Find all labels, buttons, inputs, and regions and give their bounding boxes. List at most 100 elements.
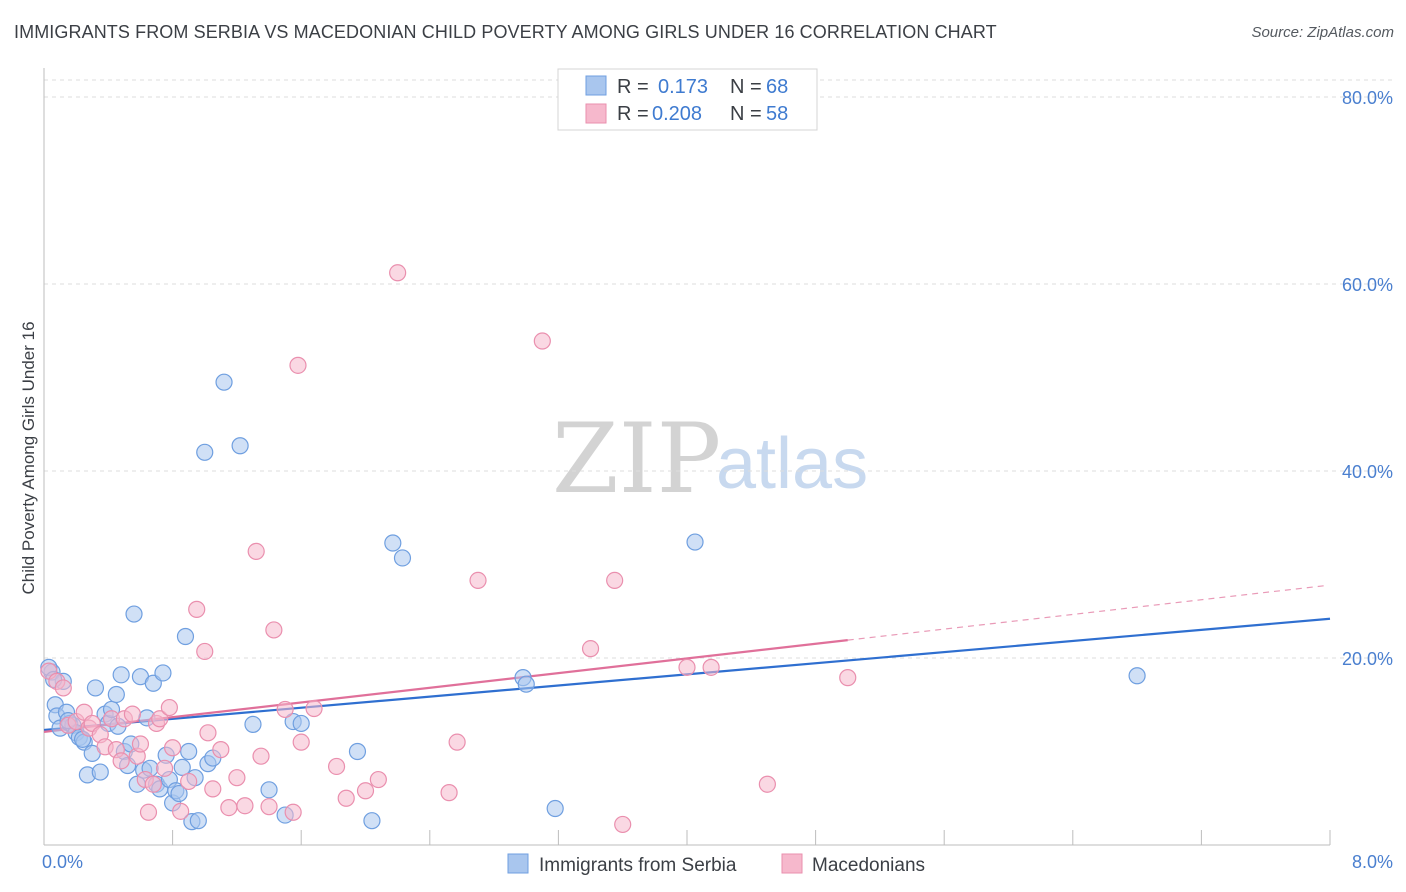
data-point-macedonians [180,772,198,791]
data-point-macedonians [155,759,174,777]
data-point-serbia [170,784,188,803]
trend-line-macedonians [43,639,848,733]
data-point-serbia [196,443,214,461]
data-point-macedonians [469,571,487,589]
bottom-legend-swatch-serbia [507,853,529,874]
y-tick-label: 40.0% [1342,462,1393,482]
axes [43,68,1331,846]
data-point-macedonians [144,775,162,793]
bottom-legend-serbia: Immigrants from Serbia [539,855,737,876]
chart-title: IMMIGRANTS FROM SERBIA VS MACEDONIAN CHI… [14,22,997,42]
data-point-macedonians [172,802,190,820]
data-point-macedonians [236,797,254,815]
data-point-serbia [348,742,367,761]
data-point-serbia [546,799,564,818]
y-tick-label: 20.0% [1342,649,1393,669]
bottom-legend-swatch-macedonians [781,853,803,874]
data-point-serbia [244,715,262,733]
legend-swatch-serbia [585,75,607,96]
data-point-serbia [86,679,105,697]
data-point-serbia [112,666,130,684]
data-point-serbia [173,758,191,776]
data-point-macedonians [112,752,130,770]
y-axis-label: Child Poverty Among Girls Under 16 [19,321,38,594]
bottom-legend: Immigrants from Serbia Macedonians [507,853,925,876]
legend-n-label: N = [730,103,762,125]
data-point-macedonians [54,679,72,697]
data-point-macedonians [614,815,632,834]
data-point-macedonians [252,747,270,765]
data-point-macedonians [284,803,302,821]
legend-n-value: 68 [766,76,788,98]
data-point-macedonians [228,769,246,787]
legend-r-label: R = [617,103,649,125]
data-point-macedonians [123,705,142,723]
data-point-macedonians [369,770,387,789]
data-point-macedonians [305,699,323,718]
y-tick-label: 60.0% [1342,275,1393,295]
data-point-serbia [176,627,195,646]
data-point-macedonians [327,757,346,776]
legend-r-value: 0.173 [658,76,708,98]
source-label: Source: ZipAtlas.com [1251,24,1394,41]
data-point-macedonians [389,264,407,282]
trend-line-extension-macedonians [847,584,1327,641]
data-point-macedonians [337,789,355,807]
data-point-macedonians [131,735,150,753]
data-point-macedonians [289,356,307,374]
data-point-macedonians [292,733,310,751]
data-point-macedonians [356,782,375,800]
data-point-macedonians [151,710,169,728]
data-point-serbia [1128,667,1146,685]
data-point-serbia [292,714,310,733]
legend-n-value: 58 [766,103,788,125]
data-point-macedonians [265,621,283,639]
data-point-serbia [517,675,535,693]
data-point-macedonians [606,571,624,589]
data-point-macedonians [533,332,551,350]
data-point-macedonians [440,784,458,802]
y-tick-label: 80.0% [1342,88,1393,108]
data-point-serbia [215,373,233,391]
data-point-macedonians [199,724,217,742]
legend-swatch-macedonians [585,103,607,124]
legend-r-value: 0.208 [652,103,702,125]
data-point-macedonians [581,640,600,658]
data-point-serbia [231,437,249,455]
data-point-macedonians [260,798,278,816]
data-point-macedonians [160,698,178,717]
data-point-macedonians [276,700,294,719]
x-tick-label-max: 8.0% [1352,852,1393,872]
data-point-serbia [384,534,402,552]
watermark-zip: ZIP [552,403,721,515]
data-point-macedonians [204,780,222,798]
data-points [40,264,1146,834]
grid-lines [44,79,1394,659]
data-point-serbia [125,605,143,623]
legend-r-label: R = [617,76,649,98]
data-point-serbia [686,533,704,551]
data-point-macedonians [448,733,466,751]
bottom-legend-macedonians: Macedonians [812,855,925,876]
data-point-macedonians [196,642,214,661]
data-point-macedonians [164,739,182,757]
data-point-macedonians [247,542,265,561]
data-point-serbia [363,812,381,830]
data-point-serbia [107,685,125,704]
data-point-serbia [260,781,278,799]
data-point-serbia [91,763,109,781]
data-point-macedonians [220,798,238,817]
legend: R = 0.173 N = 68 R = 0.208 N = 58 [557,68,818,131]
data-point-macedonians [139,803,158,821]
data-point-serbia [393,549,412,567]
data-point-serbia [154,664,172,682]
data-point-macedonians [678,658,696,676]
legend-n-label: N = [730,76,762,98]
data-point-macedonians [758,775,776,793]
data-point-serbia [189,812,207,830]
watermark-atlas: atlas [716,424,868,504]
data-point-macedonians [702,658,720,676]
data-point-serbia [180,742,198,761]
data-point-macedonians [212,741,230,759]
